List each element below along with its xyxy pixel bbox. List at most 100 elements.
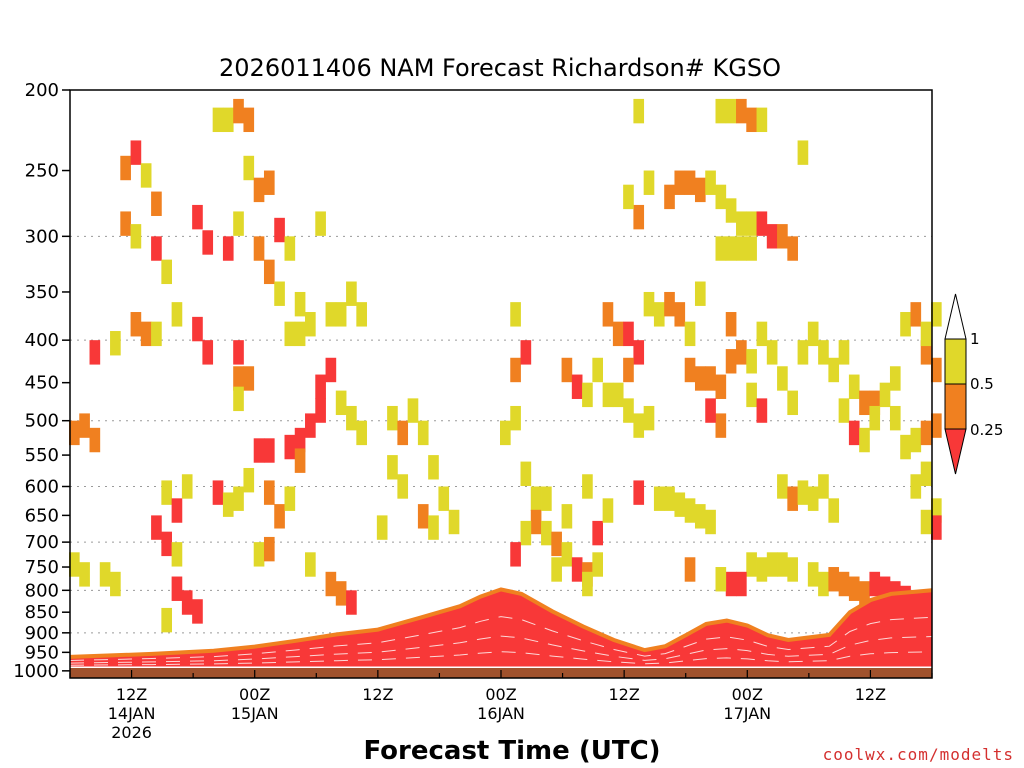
data-cell [797,140,809,165]
data-cell [222,236,234,261]
data-cell [715,98,727,124]
y-tick-label: 500 [25,411,59,432]
data-cell [931,413,942,438]
data-cell [756,321,768,347]
x-axis-label: Forecast Time (UTC) [363,736,660,766]
data-cell [684,557,696,582]
data-cell [746,552,757,577]
y-tick-label: 450 [25,373,59,394]
data-cell [612,382,624,408]
data-cell [397,474,409,499]
legend-swatch-orange [944,383,967,430]
data-cell [89,427,101,453]
data-cell [510,302,521,327]
data-cell [633,204,645,230]
data-cell [859,427,870,453]
legend-label-1: 1 [970,330,980,348]
data-cell [828,357,840,383]
data-cell [571,557,583,582]
data-cell [674,302,686,327]
data-cell [253,438,265,463]
data-cell [520,340,532,365]
data-cell [171,542,183,567]
data-cell [335,302,347,327]
data-cell [787,236,798,261]
data-cell [684,170,696,195]
y-tick-label: 600 [25,476,59,497]
data-cell [335,390,347,416]
data-cell [602,498,614,523]
data-cell [253,177,265,203]
data-cell [653,486,665,511]
legend-top-arrow [944,293,967,340]
y-tick-label: 200 [25,80,59,101]
data-cell [920,340,932,365]
data-cell [807,486,819,511]
data-cell [263,170,275,195]
data-cell [161,259,173,285]
data-cell [756,398,768,423]
data-cell [746,107,757,133]
data-cell [848,576,860,601]
x-tick-year: 2026 [111,723,152,742]
data-cell [325,302,337,327]
data-cell [725,98,737,124]
data-cell [520,461,532,487]
data-cell [243,107,255,133]
data-cell [99,562,111,587]
data-cell [643,291,655,317]
data-cell [233,486,244,511]
data-cell [623,398,634,423]
data-cell [694,177,706,203]
data-cell [79,562,90,587]
data-cell [181,474,193,499]
data-cell [746,349,757,374]
data-cell [263,480,275,505]
data-cell [705,170,716,195]
data-cell [900,312,911,337]
data-cell [284,434,296,460]
data-cell [120,211,131,236]
credit-text: coolwx.com/modelts [823,745,1014,764]
data-cell [294,448,306,473]
data-cell [633,98,645,124]
data-cell [315,211,326,236]
data-cell [561,504,573,529]
data-cell [756,107,768,133]
data-cell [284,321,296,347]
data-cell [818,571,829,597]
data-cell [807,562,819,587]
data-cell [777,224,788,249]
data-cell [274,217,285,243]
data-cell [746,382,757,408]
data-cell [889,405,901,431]
data-cell [500,420,511,446]
data-cell [756,211,768,236]
data-cell [777,474,788,499]
data-cell [222,107,234,133]
boundary-layer-edge [69,587,933,659]
data-cell [859,581,870,606]
data-cell [725,236,737,261]
data-cell [787,557,798,582]
data-cell [715,374,727,399]
data-cell [161,531,173,557]
data-cell [551,531,562,557]
data-cell [253,542,265,567]
y-tick-label: 900 [25,623,59,644]
data-cell [684,357,696,383]
data-cell [623,357,634,383]
data-cell [130,140,142,165]
y-tick-label: 250 [25,161,59,182]
data-cell [263,536,275,562]
data-cell [931,357,942,383]
x-tick-date: 14JAN [108,704,156,723]
data-cell [79,413,90,438]
data-cell [110,571,121,597]
data-cell [797,480,809,505]
data-cell [263,438,275,463]
data-cell [212,480,224,505]
data-cell [818,340,829,365]
x-tick-date: 15JAN [231,704,279,723]
data-cell [920,420,932,446]
